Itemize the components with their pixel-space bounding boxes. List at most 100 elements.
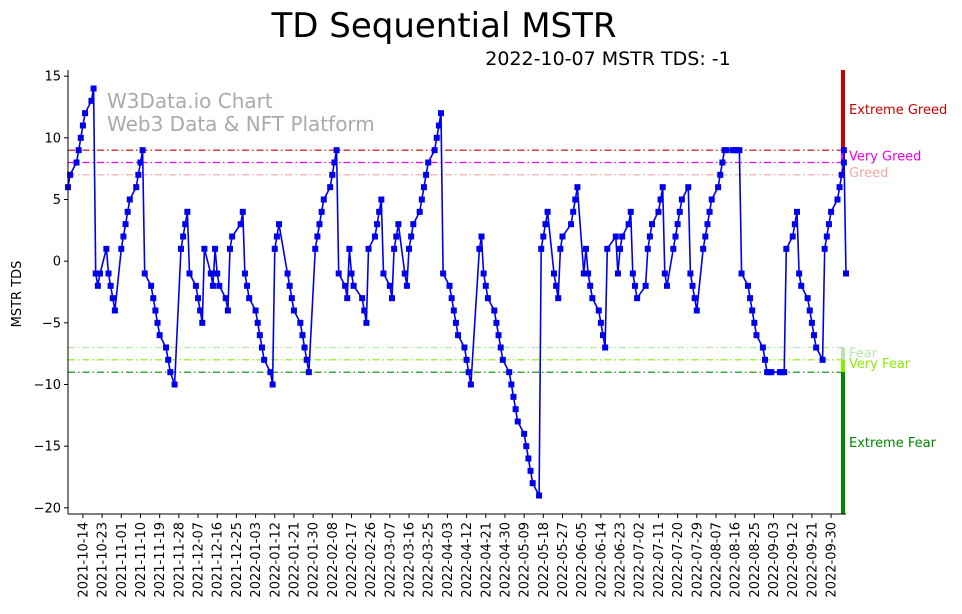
x-tick-label: 2022-04-30 <box>498 522 513 598</box>
data-point <box>625 221 632 228</box>
data-point <box>804 295 811 302</box>
data-point <box>657 196 664 203</box>
data-point <box>582 245 589 252</box>
data-point <box>359 295 366 302</box>
data-point <box>297 319 304 326</box>
data-point <box>316 221 323 228</box>
data-point <box>655 208 662 215</box>
data-point <box>738 270 745 277</box>
data-point <box>207 270 214 277</box>
data-point <box>209 282 216 289</box>
y-tick-label: −5 <box>42 316 61 331</box>
data-point <box>736 147 743 154</box>
x-tick-label: 2022-04-03 <box>441 522 456 598</box>
y-tick-label: −20 <box>34 501 61 516</box>
data-point <box>723 147 730 154</box>
x-tick-label: 2022-02-17 <box>345 522 360 598</box>
data-point <box>286 282 293 289</box>
data-point <box>587 282 594 289</box>
chart-title: TD Sequential MSTR <box>270 6 616 46</box>
data-point <box>344 295 351 302</box>
data-point <box>301 344 308 351</box>
data-point <box>376 208 383 215</box>
data-point <box>75 147 82 154</box>
data-point <box>122 221 129 228</box>
data-point <box>152 307 159 314</box>
y-tick-label: 5 <box>53 193 61 208</box>
watermark-line-2: Web3 Data & NFT Platform <box>107 112 375 136</box>
x-tick-label: 2022-03-07 <box>383 522 398 598</box>
x-tick-label: 2022-08-07 <box>709 522 724 598</box>
data-point <box>214 270 221 277</box>
data-point <box>276 221 283 228</box>
data-point <box>261 356 268 363</box>
data-point <box>687 270 694 277</box>
x-tick-label: 2022-02-26 <box>364 522 379 598</box>
data-point <box>403 282 410 289</box>
data-point <box>241 270 248 277</box>
data-point <box>331 159 338 166</box>
data-point <box>195 295 202 302</box>
data-point <box>111 307 118 314</box>
data-point <box>388 295 395 302</box>
data-point <box>448 295 455 302</box>
data-point <box>495 332 502 339</box>
x-tick-label: 2022-06-05 <box>575 522 590 598</box>
data-point <box>538 245 545 252</box>
data-point <box>642 282 649 289</box>
data-point <box>557 245 564 252</box>
data-point <box>715 184 722 191</box>
data-point <box>182 221 189 228</box>
data-point <box>192 282 199 289</box>
data-point <box>433 134 440 141</box>
data-point <box>229 233 236 240</box>
x-tick-label: 2022-03-25 <box>422 522 437 598</box>
data-point <box>423 171 430 178</box>
data-point <box>327 184 334 191</box>
data-point <box>410 221 417 228</box>
data-point <box>425 159 432 166</box>
x-tick-label: 2021-11-19 <box>153 522 168 598</box>
data-point <box>527 467 534 474</box>
reference-lines <box>68 149 846 373</box>
data-point <box>290 307 297 314</box>
data-point <box>600 332 607 339</box>
data-point <box>374 221 381 228</box>
x-tick-label: 2022-09-21 <box>805 522 820 598</box>
x-tick-label: 2021-11-10 <box>134 522 149 598</box>
x-tick-label: 2022-01-03 <box>249 522 264 598</box>
data-point <box>793 208 800 215</box>
data-point <box>386 282 393 289</box>
y-tick-label: 10 <box>44 131 61 146</box>
data-point <box>222 295 229 302</box>
data-point <box>476 245 483 252</box>
data-point <box>499 356 506 363</box>
data-point <box>840 159 847 166</box>
zone-label: Very Greed <box>849 149 921 164</box>
data-point <box>783 245 790 252</box>
data-point <box>789 233 796 240</box>
x-tick-label: 2022-07-20 <box>671 522 686 598</box>
data-point <box>828 208 835 215</box>
y-tick-label: −10 <box>34 378 61 393</box>
data-point <box>118 245 125 252</box>
data-point <box>512 406 519 413</box>
x-tick-label: 2021-10-14 <box>76 522 91 598</box>
x-tick-label: 2022-02-08 <box>326 522 341 598</box>
data-point <box>305 369 312 376</box>
data-point <box>420 184 427 191</box>
data-point <box>350 282 357 289</box>
data-point <box>506 369 513 376</box>
data-point <box>663 282 670 289</box>
data-point <box>395 221 402 228</box>
data-point <box>542 221 549 228</box>
y-tick-label: 0 <box>53 255 61 270</box>
data-point <box>597 319 604 326</box>
data-point <box>493 319 500 326</box>
data-point <box>702 233 709 240</box>
data-point <box>747 295 754 302</box>
data-point <box>478 233 485 240</box>
data-point <box>465 369 472 376</box>
data-point <box>318 208 325 215</box>
data-point <box>148 282 155 289</box>
